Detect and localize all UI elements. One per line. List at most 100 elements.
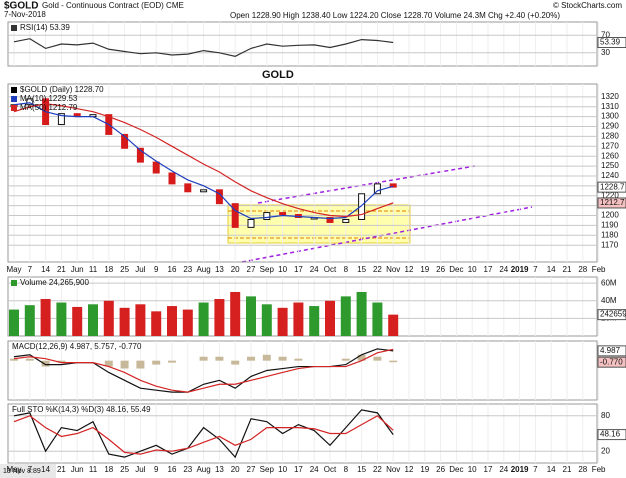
x-tick-label: Aug [196,265,210,274]
histogram-bar [136,360,145,369]
y-tick-label: 40M [601,296,617,305]
histogram-bar [25,358,34,361]
histogram-bar [389,360,398,363]
volume-bar [56,302,67,336]
y-tick-label: 1250 [601,161,619,170]
x-tick-label: 13 [215,465,224,474]
volume-bar [119,307,130,336]
candle [279,212,287,216]
volume-bar [214,299,225,336]
volume-bar [293,302,304,336]
y-tick-label: 1180 [601,230,619,239]
legend-label: MACD(12,26,9) 4.987, 5.757, -0.770 [12,342,142,351]
x-tick-label: 21 [563,265,572,274]
x-tick-label: 21 [563,465,572,474]
candle [373,183,381,195]
x-tick-label: Nov [386,465,400,474]
histogram-bar [41,360,50,367]
legend-label: Volume 24,265,900 [20,278,89,287]
x-tick-label: 23 [183,465,192,474]
price-label: 48.16 [600,430,621,439]
volume-bar [372,302,383,336]
y-tick-label: 1320 [601,92,619,101]
volume-bar [135,304,146,336]
histogram-bar [104,360,113,367]
x-tick-label: 17 [484,265,493,274]
volume-bar [103,300,114,336]
x-tick-label: 14 [41,465,50,474]
date: 7-Nov-2018 [4,10,46,19]
x-tick-label: 21 [57,465,66,474]
x-tick-label: 15 [357,265,366,274]
x-tick-label: 10 [468,265,477,274]
volume-bar [261,304,272,336]
panel-frame [7,340,598,401]
y-tick-label: 1290 [601,122,619,131]
x-tick-label: 12 [405,465,414,474]
x-tick-label: 12 [405,265,414,274]
x-tick-label: Jun [71,465,84,474]
legend-label: MA(10) 1229.53 [20,94,78,103]
x-tick-label: Feb [592,465,606,474]
panel-frame [7,83,598,263]
volume-bar [9,309,19,336]
x-tick-label: 24 [499,265,508,274]
volume-bar [24,305,35,336]
x-tick-label: 24 [310,265,319,274]
series-line [13,102,394,220]
x-tick-label: 10 [278,465,287,474]
price-label-box [597,429,626,441]
panel-frame [7,21,598,67]
volume-bar [356,291,367,336]
histogram-bar [294,358,303,361]
candle [26,98,34,106]
volume-bar [167,306,177,336]
candle [326,217,334,223]
price-label: 1212.7 [600,198,625,207]
histogram-bar [57,360,66,363]
x-tick-label: 13 [215,265,224,274]
y-tick-label: 1200 [601,211,619,220]
price-label-box [597,181,626,193]
price-label-box [597,309,626,321]
channel-upper [257,165,476,204]
x-tick-label: 27 [247,265,256,274]
price-label-box [597,356,626,368]
y-tick-label: 20 [601,446,610,455]
x-tick-label: 7 [28,465,33,474]
histogram-bar [357,354,366,361]
volume-bar [340,296,351,336]
y-tick-label: 1300 [601,112,619,121]
candle [231,203,239,228]
histogram-bar [199,356,208,361]
price-label: -0.770 [600,357,623,366]
series-line [13,348,394,393]
footer: 13 Nov 8:89 [3,468,41,475]
volume-bar [388,314,399,336]
legend-swatch [11,280,17,286]
histogram-bar [247,356,255,361]
histogram-bar [10,358,18,361]
quote: Open 1228.90 High 1238.40 Low 1224.20 Cl… [230,11,560,20]
y-tick-label: 30 [601,48,610,57]
y-tick-label: 1190 [601,221,619,230]
x-tick-label: 22 [373,265,382,274]
x-tick-label: Oct [324,465,337,474]
x-tick-label: May [6,465,21,474]
series-line [13,409,394,459]
x-tick-label: 20 [231,265,240,274]
candle [136,147,144,163]
x-tick-label: 26 [436,265,445,274]
y-tick-label: 1170 [601,240,619,249]
x-tick-label: 8 [344,465,349,474]
x-tick-label: 2019 [511,265,529,274]
volume-bar [72,306,83,336]
x-tick-label: 28 [578,465,587,474]
candle [342,218,350,223]
x-tick-label: 25 [120,265,129,274]
x-tick-label: 2019 [511,465,529,474]
x-tick-label: 18 [104,465,113,474]
price-label: 1228.7 [600,182,625,191]
